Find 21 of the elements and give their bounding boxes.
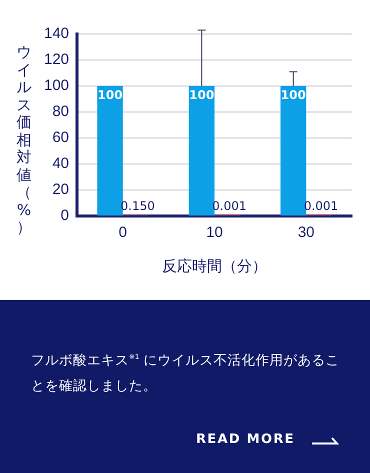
x-tick-label: 0 [118, 224, 128, 242]
y-tick-label: 0 [60, 207, 70, 224]
y-tick-label: 60 [52, 129, 70, 146]
x-axis-title: 反応時間（分） [162, 258, 268, 276]
text: フルボ酸エキス$^{※1}$ にウイルス不活化作用があることを確認しました。 [31, 352, 341, 396]
y-tick-label: 120 [44, 51, 70, 68]
y-tick-label: 100 [44, 77, 70, 94]
text: ウイルス価相対値（%） [16, 43, 32, 236]
data-label: 100 [97, 88, 123, 102]
bar [188, 86, 215, 216]
y-tick-label: 20 [52, 181, 70, 198]
text: READ MORE [196, 432, 295, 447]
data-label: 100 [189, 88, 214, 102]
y-tick-label: 140 [44, 25, 70, 42]
y-tick-label: 40 [52, 155, 70, 172]
x-tick-label: 30 [298, 224, 315, 242]
bar [97, 86, 123, 216]
bar [280, 86, 306, 216]
x-tick-label: 10 [206, 224, 223, 242]
data-label: 100 [280, 88, 306, 102]
y-tick-label: 80 [52, 103, 70, 120]
